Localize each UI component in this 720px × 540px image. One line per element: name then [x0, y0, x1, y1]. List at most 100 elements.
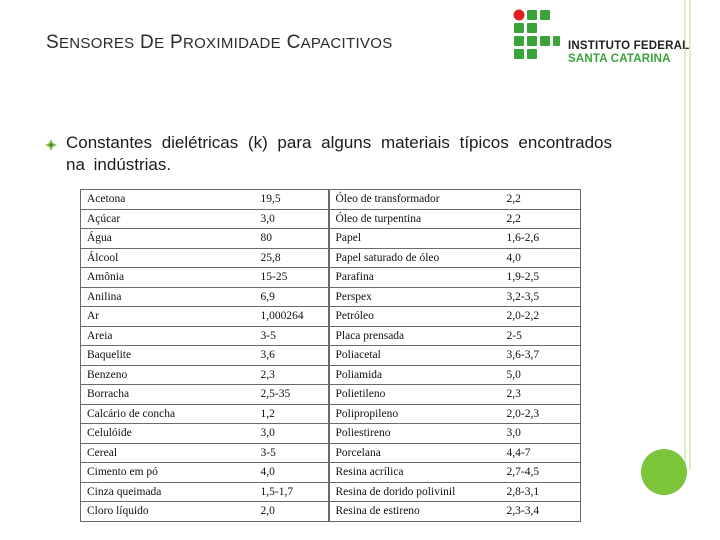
constant-value-cell: 2,2	[500, 208, 581, 229]
table-body: Acetona 19,5 Óleo de transformador 2,2 Açúca…	[80, 189, 581, 522]
material-name-cell: Placa prensada	[327, 325, 501, 346]
material-name-cell: Cinza queimada	[80, 481, 255, 502]
constant-value-cell: 2,0	[254, 501, 329, 522]
constant-value-cell: 5,0	[500, 364, 581, 385]
decorative-vertical-lines	[684, 0, 691, 470]
table-row: Amônia 15-25 Parafina 1,9-2,5	[80, 267, 581, 288]
table-row: Borracha 2,5-35 Polietileno 2,3	[80, 384, 581, 405]
constant-value-cell: 2,3	[500, 384, 581, 405]
table-row: Álcool 25,8 Papel saturado de óleo 4,0	[80, 247, 581, 268]
title-cap-1: S	[46, 32, 59, 53]
material-name-cell: Ar	[80, 306, 255, 327]
institute-logo: INSTITUTO FEDERAL SANTA CATARINA	[512, 8, 692, 68]
table-row: Água 80 Papel 1,6-2,6	[80, 228, 581, 249]
constant-value-cell: 3-5	[254, 325, 329, 346]
material-name-cell: Benzeno	[80, 364, 255, 385]
constant-value-cell: 1,5-1,7	[254, 481, 329, 502]
constant-value-cell: 3,0	[254, 423, 329, 444]
constant-value-cell: 4,0	[254, 462, 329, 483]
constant-value-cell: 2,7-4,5	[500, 462, 581, 483]
constant-value-cell: 80	[254, 228, 329, 249]
logo-line-2: SANTA CATARINA	[568, 53, 671, 65]
material-name-cell: Papel saturado de óleo	[327, 247, 501, 268]
material-name-cell: Água	[80, 228, 255, 249]
constant-value-cell: 3,6	[254, 345, 329, 366]
constant-value-cell: 4,0	[500, 247, 581, 268]
material-name-cell: Óleo de turpentina	[327, 208, 501, 229]
constant-value-cell: 3-5	[254, 442, 329, 463]
material-name-cell: Óleo de transformador	[327, 189, 501, 210]
constant-value-cell: 2,8-3,1	[500, 481, 581, 502]
constant-value-cell: 2,3	[254, 364, 329, 385]
title-rest-2: E	[154, 35, 165, 52]
material-name-cell: Poliacetal	[327, 345, 501, 366]
constant-value-cell: 2,0-2,2	[500, 306, 581, 327]
material-name-cell: Açúcar	[80, 208, 255, 229]
title-rest-3: ROXIMIDADE	[182, 35, 281, 52]
bullet-text: Constantes dielétricas (k) para alguns m…	[66, 133, 612, 174]
constant-value-cell: 1,2	[254, 403, 329, 424]
material-name-cell: Resina acrílica	[327, 462, 501, 483]
constant-value-cell: 1,9-2,5	[500, 267, 581, 288]
slide-title: SENSORES DE PROXIMIDADE CAPACITIVOS	[46, 32, 393, 54]
material-name-cell: Baquelite	[80, 345, 255, 366]
materials-table: Acetona 19,5 Óleo de transformador 2,2 Açúca…	[80, 189, 581, 522]
table-row: Ar 1,000264 Petróleo 2,0-2,2	[80, 306, 581, 327]
material-name-cell: Anilina	[80, 286, 255, 307]
material-name-cell: Poliestireno	[327, 423, 501, 444]
material-name-cell: Borracha	[80, 384, 255, 405]
title-cap-4: C	[286, 32, 301, 53]
constant-value-cell: 3,6-3,7	[500, 345, 581, 366]
constant-value-cell: 15-25	[254, 267, 329, 288]
constant-value-cell: 25,8	[254, 247, 329, 268]
table-row: Açúcar 3,0 Óleo de turpentina 2,2	[80, 208, 581, 229]
ifsc-logo-icon	[513, 9, 560, 59]
table-row: Benzeno 2,3 Poliamida 5,0	[80, 364, 581, 385]
table-row: Cloro líquido 2,0 Resina de estireno 2,3-3,…	[80, 501, 581, 522]
decorative-green-circle	[641, 449, 687, 495]
table-row: Celulóide 3,0 Poliestireno 3,0	[80, 423, 581, 444]
table-row: Acetona 19,5 Óleo de transformador 2,2	[80, 189, 581, 210]
material-name-cell: Parafina	[327, 267, 501, 288]
constant-value-cell: 1,000264	[254, 306, 329, 327]
table-row: Cinza queimada 1,5-1,7 Resina de dorido po…	[80, 481, 581, 502]
material-name-cell: Areia	[80, 325, 255, 346]
material-name-cell: Acetona	[80, 189, 255, 210]
title-cap-3: P	[169, 32, 183, 53]
material-name-cell: Cereal	[80, 442, 255, 463]
material-name-cell: Resina de dorido polivinil	[327, 481, 501, 502]
table-row: Cimento em pó 4,0 Resina acrílica 2,7-4,5	[80, 462, 581, 483]
title-rest-4: APACITIVOS	[300, 35, 393, 52]
constant-value-cell: 1,6-2,6	[500, 228, 581, 249]
constant-value-cell: 3,0	[254, 208, 329, 229]
material-name-cell: Polipropileno	[327, 403, 501, 424]
constant-value-cell: 19,5	[254, 189, 329, 210]
material-name-cell: Petróleo	[327, 306, 501, 327]
table-row: Calcário de concha 1,2 Polipropileno 2,0-2,…	[80, 403, 581, 424]
table-row: Cereal 3-5 Porcelana 4,4-7	[80, 442, 581, 463]
material-name-cell: Celulóide	[80, 423, 255, 444]
constant-value-cell: 3,0	[500, 423, 581, 444]
table-row: Baquelite 3,6 Poliacetal 3,6-3,7	[80, 345, 581, 366]
constant-value-cell: 2,5-35	[254, 384, 329, 405]
constant-value-cell: 3,2-3,5	[500, 286, 581, 307]
material-name-cell: Cimento em pó	[80, 462, 255, 483]
bullet-point: Constantes dielétricas (k) para alguns m…	[44, 132, 612, 176]
table-row: Areia 3-5 Placa prensada 2-5	[80, 325, 581, 346]
material-name-cell: Perspex	[327, 286, 501, 307]
material-name-cell: Porcelana	[327, 442, 501, 463]
dielectric-constants-table: Acetona 19,5 Óleo de transformador 2,2 Açúca…	[80, 189, 581, 523]
table-row: Anilina 6,9 Perspex 3,2-3,5	[80, 286, 581, 307]
material-name-cell: Polietileno	[327, 384, 501, 405]
material-name-cell: Poliamida	[327, 364, 501, 385]
material-name-cell: Álcool	[80, 247, 255, 268]
title-cap-2: D	[140, 32, 155, 53]
constant-value-cell: 2,0-2,3	[500, 403, 581, 424]
title-rest-1: ENSORES	[58, 35, 135, 52]
logo-text: INSTITUTO FEDERAL SANTA CATARINA	[568, 40, 689, 66]
material-name-cell: Cloro líquido	[80, 501, 255, 522]
diamond-bullet-icon	[45, 139, 57, 151]
constant-value-cell: 6,9	[254, 286, 329, 307]
material-name-cell: Calcário de concha	[80, 403, 255, 424]
constant-value-cell: 4,4-7	[500, 442, 581, 463]
